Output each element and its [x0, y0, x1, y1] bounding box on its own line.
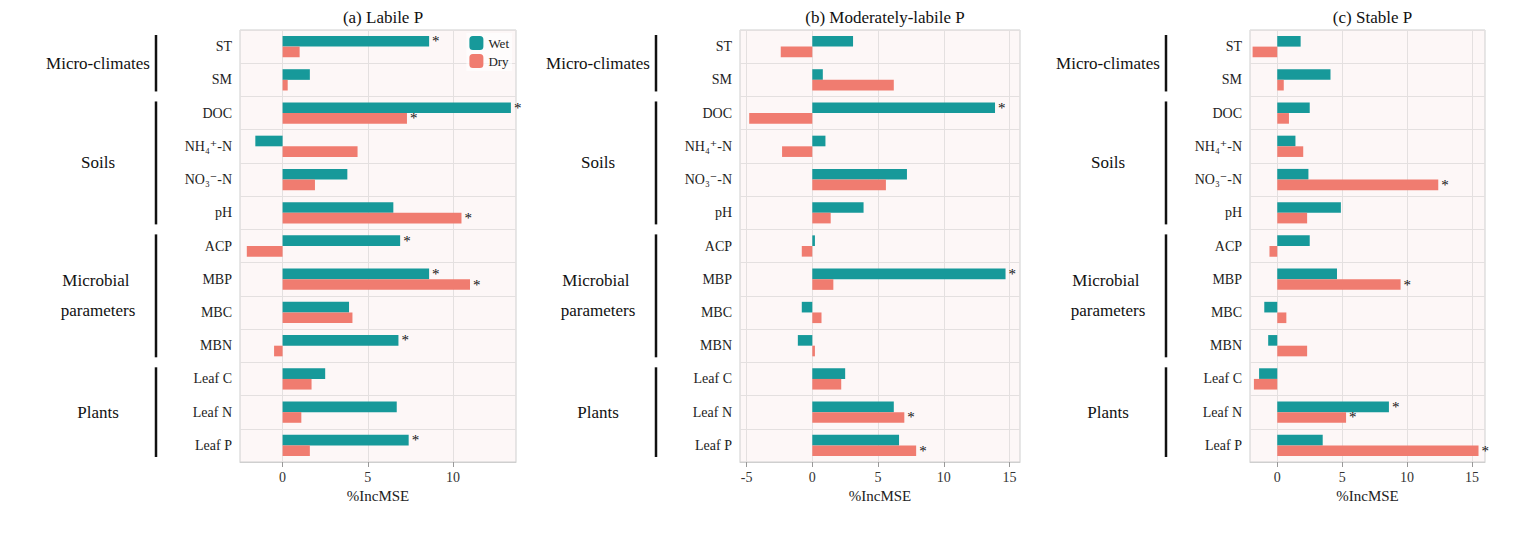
- svg-text:Dry: Dry: [488, 54, 509, 69]
- svg-text:(b) Moderately-labile P: (b) Moderately-labile P: [805, 8, 965, 27]
- svg-text:Leaf N: Leaf N: [193, 405, 232, 420]
- svg-text:NH₄⁺-N: NH₄⁺-N: [685, 139, 732, 154]
- svg-text:*: *: [1404, 277, 1412, 293]
- svg-text:*: *: [412, 432, 420, 448]
- svg-text:*: *: [514, 100, 522, 116]
- svg-text:5: 5: [1339, 470, 1346, 485]
- svg-text:ACP: ACP: [1215, 239, 1242, 254]
- svg-text:Micro-climates: Micro-climates: [546, 54, 650, 73]
- svg-text:NH₄⁺-N: NH₄⁺-N: [1195, 139, 1242, 154]
- svg-text:SM: SM: [712, 72, 733, 87]
- svg-text:*: *: [473, 277, 481, 293]
- svg-text:ACP: ACP: [205, 239, 232, 254]
- svg-text:(c) Stable P: (c) Stable P: [1333, 8, 1412, 27]
- svg-text:NO₃⁻-N: NO₃⁻-N: [185, 172, 232, 187]
- svg-text:SM: SM: [1222, 72, 1243, 87]
- svg-text:pH: pH: [215, 205, 232, 220]
- svg-text:NH₄⁺-N: NH₄⁺-N: [185, 139, 232, 154]
- svg-text:pH: pH: [715, 205, 732, 220]
- svg-text:Plants: Plants: [77, 403, 119, 422]
- svg-text:ACP: ACP: [705, 239, 732, 254]
- svg-text:10: 10: [1400, 470, 1414, 485]
- svg-text:Leaf C: Leaf C: [694, 371, 732, 386]
- svg-text:(a) Labile P: (a) Labile P: [343, 8, 423, 27]
- svg-text:parameters: parameters: [561, 301, 636, 320]
- svg-text:SM: SM: [212, 72, 233, 87]
- svg-text:NO₃⁻-N: NO₃⁻-N: [685, 172, 732, 187]
- svg-text:MBP: MBP: [202, 272, 232, 287]
- svg-text:Soils: Soils: [81, 153, 115, 172]
- svg-text:*: *: [998, 100, 1006, 116]
- svg-text:%IncMSE: %IncMSE: [849, 488, 912, 504]
- svg-text:5: 5: [875, 470, 882, 485]
- svg-text:MBN: MBN: [200, 338, 232, 353]
- svg-text:MBP: MBP: [1212, 272, 1242, 287]
- svg-text:*: *: [1482, 443, 1490, 459]
- svg-text:Plants: Plants: [577, 403, 619, 422]
- svg-text:MBP: MBP: [702, 272, 732, 287]
- svg-text:5: 5: [364, 470, 371, 485]
- svg-text:Microbial: Microbial: [62, 271, 133, 290]
- svg-text:Micro-climates: Micro-climates: [46, 54, 150, 73]
- svg-text:Plants: Plants: [1087, 403, 1129, 422]
- svg-text:Leaf N: Leaf N: [1203, 405, 1242, 420]
- svg-text:parameters: parameters: [1071, 301, 1146, 320]
- svg-text:Leaf P: Leaf P: [1205, 438, 1242, 453]
- svg-text:Micro-climates: Micro-climates: [1056, 54, 1160, 73]
- svg-text:15: 15: [1465, 470, 1479, 485]
- svg-text:15: 15: [1002, 470, 1016, 485]
- svg-text:0: 0: [279, 470, 286, 485]
- svg-text:*: *: [1441, 177, 1449, 193]
- svg-text:*: *: [432, 266, 440, 282]
- svg-text:0: 0: [1274, 470, 1281, 485]
- svg-text:Leaf C: Leaf C: [194, 371, 232, 386]
- svg-text:Wet: Wet: [488, 36, 509, 51]
- svg-text:10: 10: [446, 470, 460, 485]
- svg-text:*: *: [919, 443, 927, 459]
- svg-text:0: 0: [809, 470, 816, 485]
- svg-text:*: *: [907, 409, 915, 425]
- svg-text:NO₃⁻-N: NO₃⁻-N: [1195, 172, 1242, 187]
- svg-text:10: 10: [937, 470, 951, 485]
- svg-text:*: *: [401, 332, 409, 348]
- svg-text:DOC: DOC: [1212, 106, 1242, 121]
- svg-text:Soils: Soils: [581, 153, 615, 172]
- svg-text:*: *: [410, 110, 418, 126]
- svg-text:%IncMSE: %IncMSE: [347, 488, 410, 504]
- svg-text:parameters: parameters: [61, 301, 136, 320]
- svg-text:*: *: [1392, 399, 1400, 415]
- svg-text:%IncMSE: %IncMSE: [1336, 488, 1399, 504]
- svg-text:-5: -5: [741, 470, 753, 485]
- svg-text:*: *: [1349, 409, 1357, 425]
- svg-text:DOC: DOC: [202, 106, 232, 121]
- svg-text:Microbial: Microbial: [1072, 271, 1143, 290]
- svg-text:*: *: [464, 210, 472, 226]
- svg-text:Leaf P: Leaf P: [695, 438, 732, 453]
- svg-text:ST: ST: [1226, 39, 1243, 54]
- svg-text:Leaf N: Leaf N: [693, 405, 732, 420]
- svg-text:MBC: MBC: [1211, 305, 1242, 320]
- svg-text:Leaf P: Leaf P: [195, 438, 232, 453]
- svg-text:ST: ST: [216, 39, 233, 54]
- svg-text:MBN: MBN: [700, 338, 732, 353]
- svg-text:Leaf C: Leaf C: [1204, 371, 1242, 386]
- svg-text:MBC: MBC: [201, 305, 232, 320]
- svg-text:*: *: [403, 233, 411, 249]
- svg-text:Soils: Soils: [1091, 153, 1125, 172]
- svg-text:MBC: MBC: [701, 305, 732, 320]
- svg-text:DOC: DOC: [702, 106, 732, 121]
- svg-text:MBN: MBN: [1210, 338, 1242, 353]
- svg-text:*: *: [432, 33, 440, 49]
- svg-text:pH: pH: [1225, 205, 1242, 220]
- svg-text:ST: ST: [716, 39, 733, 54]
- svg-text:*: *: [1009, 266, 1017, 282]
- svg-text:Microbial: Microbial: [562, 271, 633, 290]
